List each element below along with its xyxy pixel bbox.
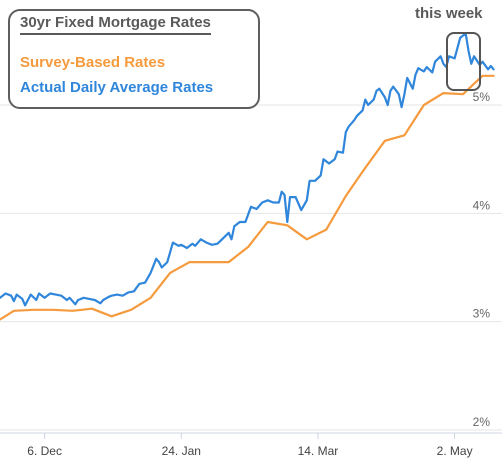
y-axis: 2% 3% 4% 5% xyxy=(473,90,491,429)
legend-survey-based: Survey-Based Rates xyxy=(20,54,166,71)
series-survey-based-line xyxy=(0,74,495,321)
x-tick-label: 2. May xyxy=(437,444,473,458)
y-tick-label: 2% xyxy=(473,415,491,429)
y-tick-label: 4% xyxy=(473,198,491,212)
gridlines xyxy=(0,104,502,431)
this-week-highlight-box xyxy=(446,32,481,91)
x-tick-label: 24. Jan xyxy=(162,444,201,458)
legend-actual-daily: Actual Daily Average Rates xyxy=(20,79,214,96)
legend xyxy=(8,9,260,109)
this-week-annotation: this week xyxy=(415,5,483,22)
chart-title: 30yr Fixed Mortgage Rates xyxy=(20,14,211,35)
y-tick-label: 5% xyxy=(473,90,491,104)
x-axis: 6. Dec 24. Jan 14. Mar 2. May xyxy=(0,432,502,458)
x-tick-label: 6. Dec xyxy=(27,444,62,458)
series-lines xyxy=(0,32,495,321)
series-actual-daily-line xyxy=(0,32,495,307)
x-tick-label: 14. Mar xyxy=(298,444,339,458)
y-tick-label: 3% xyxy=(473,307,491,321)
